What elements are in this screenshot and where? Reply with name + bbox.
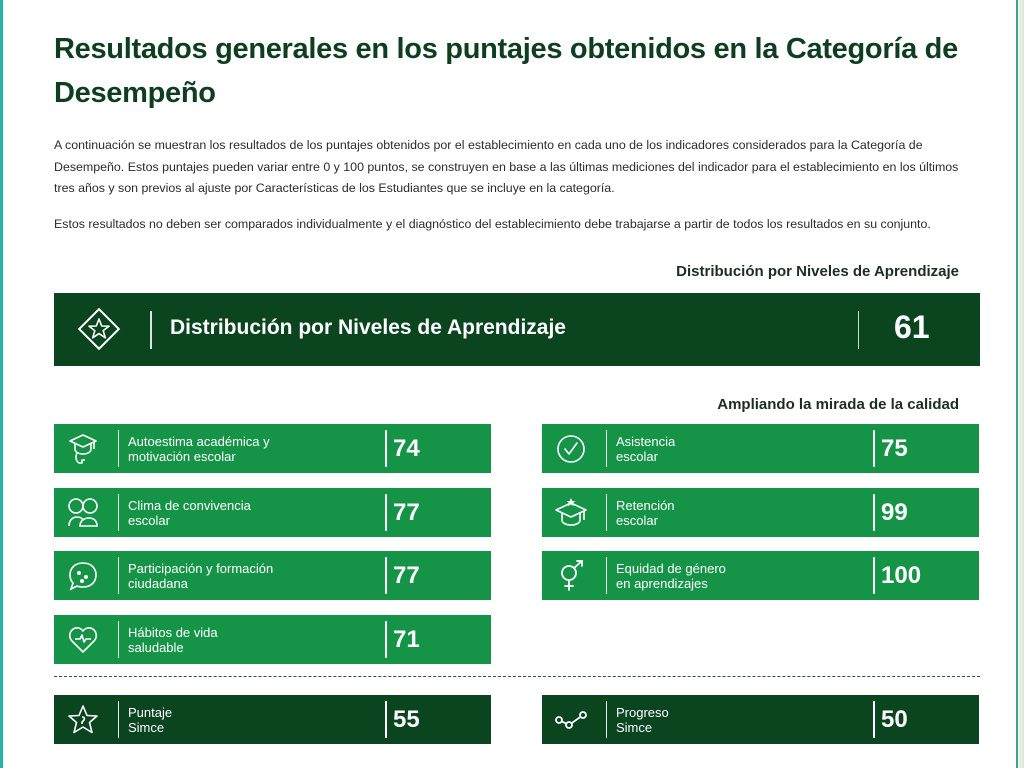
heart-icon	[66, 623, 100, 657]
card-label: Retención escolar	[616, 498, 675, 528]
speech-bubble-icon	[66, 559, 100, 593]
card-score: 71	[393, 626, 420, 653]
card-divider	[606, 430, 607, 467]
people-icon	[66, 496, 100, 530]
card-label: Puntaje Simce	[128, 705, 173, 735]
distribucion-niveles-bar: Distribución por Niveles de Aprendizaje …	[54, 293, 980, 366]
section-divider-dashed	[54, 676, 980, 677]
card-score-divider	[385, 430, 387, 467]
left-edge-accent	[0, 0, 3, 768]
report-content: Resultados generales en los puntajes obt…	[54, 0, 980, 664]
card-score: 75	[881, 435, 908, 462]
card-label: Progreso Simce	[616, 705, 669, 735]
card-score-divider	[873, 701, 875, 738]
card-score-divider	[385, 557, 387, 594]
card-score-divider	[385, 494, 387, 531]
gender-icon	[554, 559, 588, 593]
section-label-ampliando: Ampliando la mirada de la calidad	[717, 396, 959, 413]
indicator-card-progreso-simce: Progreso Simce 50	[542, 695, 979, 744]
right-edge-line	[1016, 0, 1018, 768]
card-divider	[606, 701, 607, 738]
indicator-card-asistencia: Asistencia escolar 75	[542, 424, 979, 473]
card-label: Equidad de género en aprendizajes	[616, 561, 726, 591]
star-icon	[66, 703, 100, 737]
card-score: 55	[393, 706, 420, 733]
card-score: 77	[393, 562, 420, 589]
progress-nodes-icon	[554, 703, 588, 737]
graduation-head-icon	[66, 432, 100, 466]
indicator-card-autoestima: Autoestima académica y motivación escolar…	[54, 424, 491, 473]
bar-score: 61	[894, 309, 930, 345]
indicator-card-participacion: Participación y formación ciudadana 77	[54, 551, 491, 600]
indicator-card-habitos: Hábitos de vida saludable 71	[54, 615, 491, 664]
section-label-distribucion: Distribución por Niveles de Aprendizaje	[676, 263, 959, 280]
indicator-grid: Autoestima académica y motivación escolar…	[54, 424, 980, 664]
card-score: 99	[881, 499, 908, 526]
card-score: 50	[881, 706, 908, 733]
card-divider	[118, 701, 119, 738]
card-score: 74	[393, 435, 420, 462]
right-edge-scrollbar[interactable]	[1018, 0, 1024, 768]
card-divider	[606, 557, 607, 594]
check-circle-icon	[554, 432, 588, 466]
card-label: Hábitos de vida saludable	[128, 625, 218, 655]
graduation-cap-star-icon	[554, 496, 588, 530]
card-score-divider	[873, 430, 875, 467]
card-score-divider	[873, 494, 875, 531]
indicator-card-puntaje-simce: Puntaje Simce 55	[54, 695, 491, 744]
card-divider	[118, 430, 119, 467]
bar-score-divider	[858, 311, 859, 349]
bar-title: Distribución por Niveles de Aprendizaje	[170, 316, 566, 339]
note-paragraph: Estos resultados no deben ser comparados…	[54, 216, 931, 231]
card-score: 100	[881, 562, 922, 589]
card-label: Asistencia escolar	[616, 434, 676, 464]
card-divider	[606, 494, 607, 531]
card-score-divider	[873, 557, 875, 594]
indicator-card-retencion: Retención escolar 99	[542, 488, 979, 537]
card-divider	[118, 557, 119, 594]
card-divider	[118, 494, 119, 531]
card-label: Autoestima académica y motivación escolar	[128, 434, 270, 464]
bar-divider	[150, 311, 152, 349]
card-label: Clima de convivencia escolar	[128, 498, 251, 528]
card-divider	[118, 621, 119, 658]
intro-paragraph: A continuación se muestran los resultado…	[54, 138, 959, 195]
page-title: Resultados generales en los puntajes obt…	[54, 33, 958, 109]
card-score-divider	[385, 621, 387, 658]
diamond-star-icon	[76, 306, 122, 352]
card-score-divider	[385, 701, 387, 738]
indicator-card-clima: Clima de convivencia escolar 77	[54, 488, 491, 537]
card-score: 77	[393, 499, 420, 526]
simce-row: Puntaje Simce 55 Progreso Simce 50	[54, 695, 980, 744]
card-label: Participación y formación ciudadana	[128, 561, 274, 591]
indicator-card-equidad: Equidad de género en aprendizajes 100	[542, 551, 979, 600]
